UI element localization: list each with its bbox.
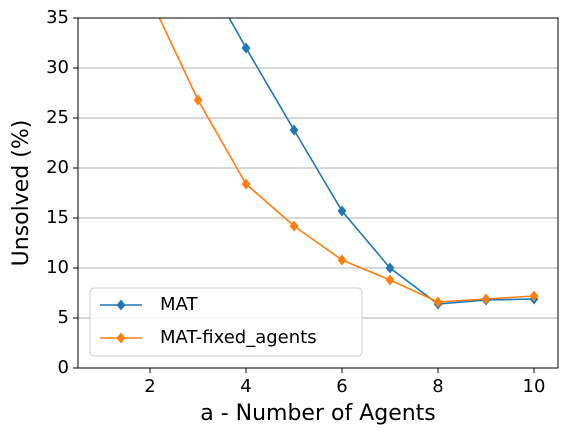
y-tick-label: 35	[46, 7, 69, 28]
x-tick-label: 4	[240, 376, 251, 397]
x-tick-label: 10	[523, 376, 546, 397]
y-tick-label: 0	[58, 357, 69, 378]
y-tick-label: 20	[46, 157, 69, 178]
y-tick-label: 15	[46, 207, 69, 228]
legend-box	[89, 287, 363, 357]
marker	[289, 220, 299, 232]
marker	[385, 262, 395, 274]
marker	[193, 94, 203, 106]
marker	[241, 42, 251, 54]
x-tick-label: 2	[144, 376, 155, 397]
legend-label: MAT-fixed_agents	[160, 327, 317, 348]
y-tick-label: 5	[58, 307, 69, 328]
legend-label: MAT	[160, 294, 198, 315]
series-line	[228, 18, 535, 305]
y-tick-label: 10	[46, 257, 69, 278]
marker	[385, 274, 395, 286]
marker	[146, 0, 155, 4]
marker	[529, 290, 539, 302]
plot-area	[146, 0, 539, 310]
x-axis-label: a - Number of Agents	[200, 401, 436, 426]
y-axis-label: Unsolved (%)	[9, 120, 34, 267]
y-tick-label: 30	[46, 57, 69, 78]
marker	[289, 124, 299, 136]
plot-frame	[77, 17, 559, 369]
y-tick-label: 25	[46, 107, 69, 128]
marker	[337, 205, 347, 217]
x-tick-label: 8	[432, 376, 443, 397]
x-tick-label: 6	[336, 376, 347, 397]
legend-marker	[116, 332, 126, 344]
marker	[433, 296, 443, 308]
marker	[481, 293, 491, 305]
marker	[241, 178, 251, 190]
legend-marker	[116, 299, 126, 311]
marker	[337, 254, 347, 266]
